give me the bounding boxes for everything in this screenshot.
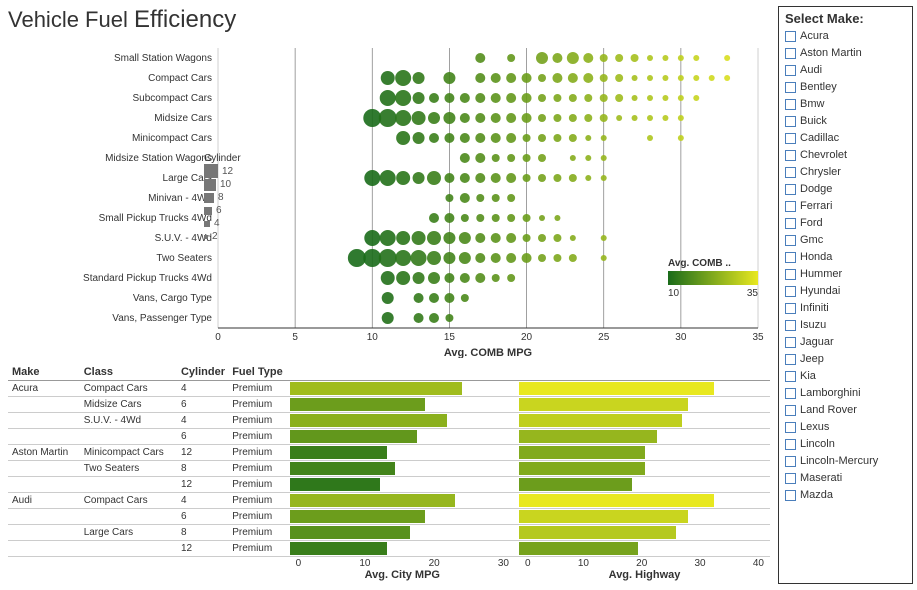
make-filter-item[interactable]: Isuzu — [785, 317, 906, 334]
svg-text:Vans, Passenger Type: Vans, Passenger Type — [112, 313, 212, 324]
svg-text:5: 5 — [292, 332, 298, 343]
filter-header: Select Make: — [785, 11, 906, 26]
svg-text:Standard Pickup Trucks 4Wd: Standard Pickup Trucks 4Wd — [83, 273, 212, 284]
checkbox-icon[interactable] — [785, 422, 796, 433]
make-filter-item[interactable]: Lexus — [785, 419, 906, 436]
svg-text:Subcompact Cars: Subcompact Cars — [133, 93, 212, 104]
make-filter-item[interactable]: Chevrolet — [785, 147, 906, 164]
make-filter-item[interactable]: Lincoln-Mercury — [785, 453, 906, 470]
checkbox-icon[interactable] — [785, 490, 796, 501]
checkbox-icon[interactable] — [785, 31, 796, 42]
checkbox-icon[interactable] — [785, 371, 796, 382]
make-filter-item[interactable]: Lamborghini — [785, 385, 906, 402]
detail-table: MakeClassCylinderFuel Type AcuraCompact … — [8, 364, 770, 582]
checkbox-icon[interactable] — [785, 439, 796, 450]
checkbox-icon[interactable] — [785, 65, 796, 76]
svg-text:Two Seaters: Two Seaters — [156, 253, 212, 264]
svg-text:20: 20 — [521, 332, 533, 343]
make-filter-item[interactable]: Buick — [785, 113, 906, 130]
table-row[interactable]: Aston MartinMinicompact Cars12Premium — [8, 445, 770, 461]
checkbox-icon[interactable] — [785, 99, 796, 110]
cylinder-legend: Cylinder 12108642 — [204, 153, 241, 243]
checkbox-icon[interactable] — [785, 150, 796, 161]
make-filter-item[interactable]: Jaguar — [785, 334, 906, 351]
svg-text:25: 25 — [598, 332, 610, 343]
table-row[interactable]: 6Premium — [8, 429, 770, 445]
table-row[interactable]: S.U.V. - 4Wd4Premium — [8, 413, 770, 429]
make-filter-item[interactable]: Mazda — [785, 487, 906, 504]
make-filter-item[interactable]: Acura — [785, 28, 906, 45]
make-filter-item[interactable]: Chrysler — [785, 164, 906, 181]
svg-text:Minivan - 4Wd: Minivan - 4Wd — [148, 193, 212, 204]
make-filter-item[interactable]: Cadillac — [785, 130, 906, 147]
checkbox-icon[interactable] — [785, 354, 796, 365]
checkbox-icon[interactable] — [785, 473, 796, 484]
table-row[interactable]: Two Seaters8Premium — [8, 461, 770, 477]
checkbox-icon[interactable] — [785, 184, 796, 195]
svg-text:Avg. COMB MPG: Avg. COMB MPG — [444, 347, 532, 358]
make-filter-panel: Select Make: AcuraAston MartinAudiBentle… — [778, 6, 913, 584]
make-filter-item[interactable]: Dodge — [785, 181, 906, 198]
make-filter-item[interactable]: Kia — [785, 368, 906, 385]
svg-text:Small Pickup Trucks 4Wd: Small Pickup Trucks 4Wd — [99, 213, 212, 224]
make-filter-item[interactable]: Hyundai — [785, 283, 906, 300]
table-row[interactable]: Large Cars8Premium — [8, 525, 770, 541]
checkbox-icon[interactable] — [785, 405, 796, 416]
checkbox-icon[interactable] — [785, 456, 796, 467]
checkbox-icon[interactable] — [785, 82, 796, 93]
svg-text:Midsize Station Wagons: Midsize Station Wagons — [105, 153, 212, 164]
svg-text:Minicompact Cars: Minicompact Cars — [132, 133, 212, 144]
checkbox-icon[interactable] — [785, 201, 796, 212]
checkbox-icon[interactable] — [785, 269, 796, 280]
make-filter-item[interactable]: Bmw — [785, 96, 906, 113]
svg-text:10: 10 — [367, 332, 379, 343]
make-filter-item[interactable]: Audi — [785, 62, 906, 79]
table-row[interactable]: Midsize Cars6Premium — [8, 397, 770, 413]
make-filter-item[interactable]: Jeep — [785, 351, 906, 368]
make-filter-item[interactable]: Lincoln — [785, 436, 906, 453]
color-legend: Avg. COMB .. 10 35 — [668, 258, 758, 299]
make-filter-item[interactable]: Bentley — [785, 79, 906, 96]
checkbox-icon[interactable] — [785, 252, 796, 263]
checkbox-icon[interactable] — [785, 337, 796, 348]
table-row[interactable]: AcuraCompact Cars4Premium — [8, 381, 770, 397]
checkbox-icon[interactable] — [785, 388, 796, 399]
table-row[interactable]: 12Premium — [8, 477, 770, 493]
page-title: Vehicle Fuel Efficiency — [8, 6, 770, 34]
svg-text:15: 15 — [444, 332, 456, 343]
bubble-chart: 0 5 10 15 20 25 30 35 Small Station Wagons Compac… — [8, 38, 770, 358]
checkbox-icon[interactable] — [785, 320, 796, 331]
checkbox-icon[interactable] — [785, 235, 796, 246]
svg-text:Midsize Cars: Midsize Cars — [154, 113, 212, 124]
checkbox-icon[interactable] — [785, 218, 796, 229]
table-row[interactable]: AudiCompact Cars4Premium — [8, 493, 770, 509]
svg-text:30: 30 — [675, 332, 687, 343]
make-filter-item[interactable]: Aston Martin — [785, 45, 906, 62]
checkbox-icon[interactable] — [785, 48, 796, 59]
table-row[interactable]: 12Premium — [8, 541, 770, 557]
svg-text:Small Station Wagons: Small Station Wagons — [114, 53, 212, 64]
table-row[interactable]: 6Premium — [8, 509, 770, 525]
make-filter-item[interactable]: Gmc — [785, 232, 906, 249]
make-filter-item[interactable]: Infiniti — [785, 300, 906, 317]
make-filter-item[interactable]: Ferrari — [785, 198, 906, 215]
make-filter-item[interactable]: Honda — [785, 249, 906, 266]
checkbox-icon[interactable] — [785, 167, 796, 178]
checkbox-icon[interactable] — [785, 286, 796, 297]
svg-text:35: 35 — [752, 332, 764, 343]
make-filter-item[interactable]: Maserati — [785, 470, 906, 487]
checkbox-icon[interactable] — [785, 303, 796, 314]
make-filter-item[interactable]: Land Rover — [785, 402, 906, 419]
svg-text:Compact Cars: Compact Cars — [148, 73, 212, 84]
checkbox-icon[interactable] — [785, 116, 796, 127]
svg-text:Vans, Cargo Type: Vans, Cargo Type — [133, 293, 213, 304]
make-filter-item[interactable]: Ford — [785, 215, 906, 232]
checkbox-icon[interactable] — [785, 133, 796, 144]
svg-text:0: 0 — [215, 332, 221, 343]
make-filter-item[interactable]: Hummer — [785, 266, 906, 283]
